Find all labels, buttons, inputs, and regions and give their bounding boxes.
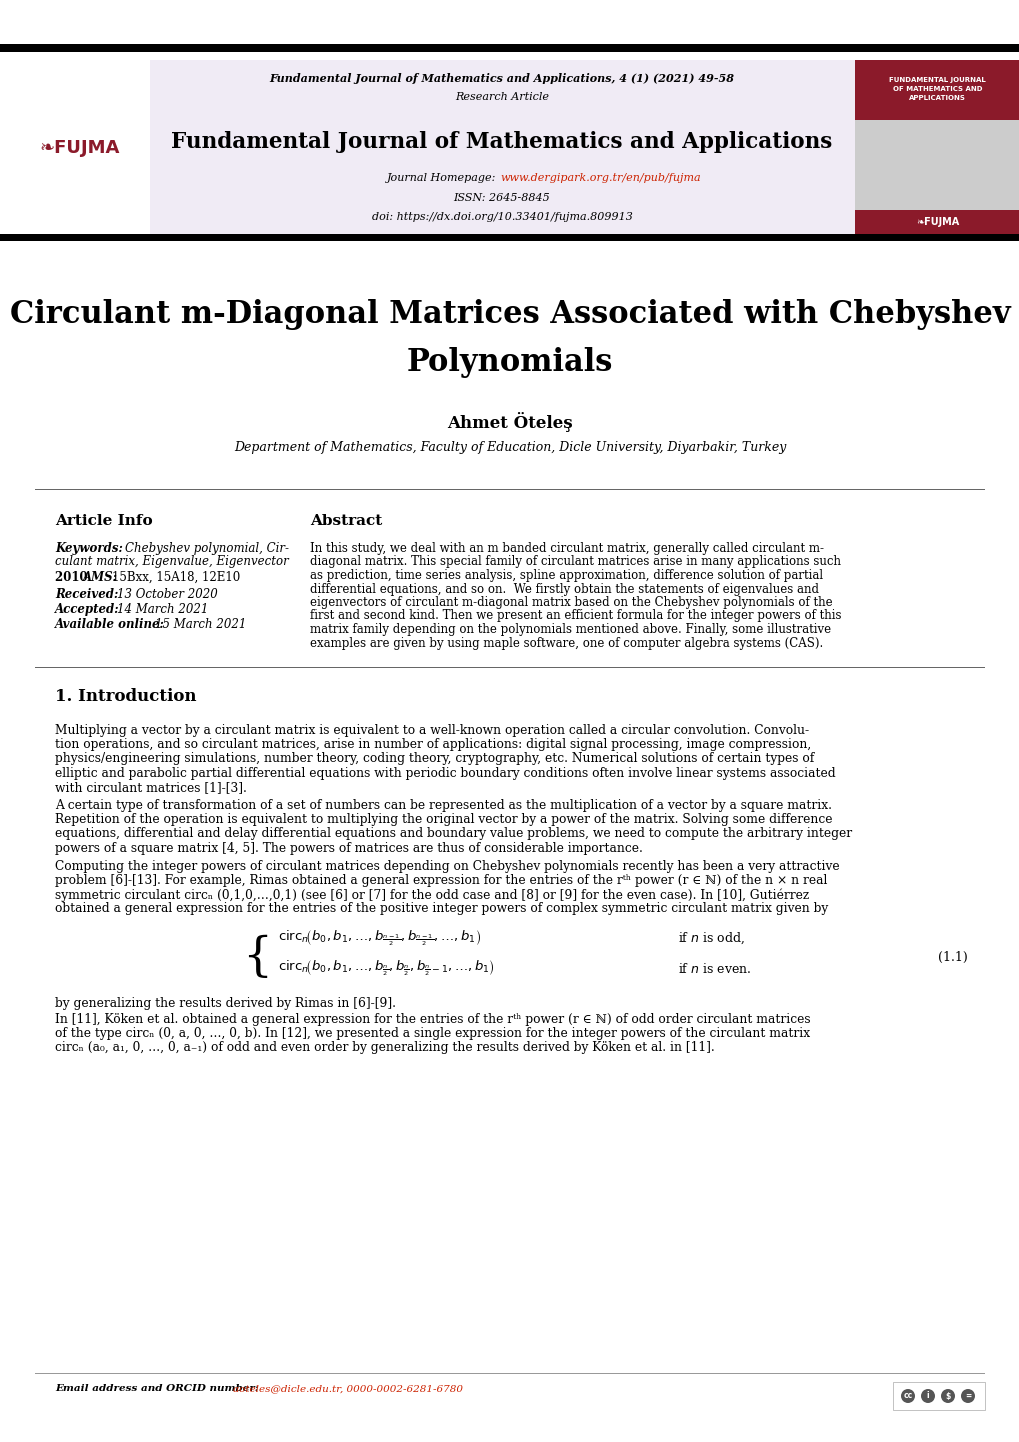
Text: Repetition of the operation is equivalent to multiplying the original vector by : Repetition of the operation is equivalen… bbox=[55, 813, 832, 826]
Text: if $n$ is even.: if $n$ is even. bbox=[678, 962, 751, 976]
Text: tion operations, and so circulant matrices, arise in number of applications: dig: tion operations, and so circulant matric… bbox=[55, 738, 810, 751]
Text: www.dergipark.org.tr/en/pub/fujma: www.dergipark.org.tr/en/pub/fujma bbox=[499, 173, 700, 183]
Circle shape bbox=[941, 1389, 954, 1403]
Text: powers of a square matrix [4, 5]. The powers of matrices are thus of considerabl: powers of a square matrix [4, 5]. The po… bbox=[55, 842, 642, 855]
Text: symmetric circulant circₙ (0,1,0,…,0,1) (see [6] or [7] for the odd case and [8]: symmetric circulant circₙ (0,1,0,…,0,1) … bbox=[55, 888, 808, 901]
Text: Circulant m-Diagonal Matrices Associated with Chebyshev: Circulant m-Diagonal Matrices Associated… bbox=[9, 300, 1010, 330]
Bar bbox=[35, 666, 984, 668]
Text: In this study, we deal with an m banded circulant matrix, generally called circu: In this study, we deal with an m banded … bbox=[310, 542, 823, 555]
Text: Multiplying a vector by a circulant matrix is equivalent to a well-known operati: Multiplying a vector by a circulant matr… bbox=[55, 724, 808, 737]
Text: examples are given by using maple software, one of computer algebra systems (CAS: examples are given by using maple softwa… bbox=[310, 636, 822, 649]
Bar bbox=[854, 61, 1019, 120]
Text: Polynomials: Polynomials bbox=[407, 348, 612, 378]
Text: by generalizing the results derived by Rimas in [6]-[9].: by generalizing the results derived by R… bbox=[55, 996, 395, 1009]
Text: Fundamental Journal of Mathematics and Applications: Fundamental Journal of Mathematics and A… bbox=[171, 131, 832, 153]
Text: circₙ (a₀, a₁, 0, …, 0, a₋₁) of odd and even order by generalizing the results d: circₙ (a₀, a₁, 0, …, 0, a₋₁) of odd and … bbox=[55, 1041, 714, 1054]
Text: physics/engineering simulations, number theory, coding theory, cryptography, etc: physics/engineering simulations, number … bbox=[55, 753, 813, 766]
Text: as prediction, time series analysis, spline approximation, difference solution o: as prediction, time series analysis, spl… bbox=[310, 570, 822, 583]
Text: Email address and ORCID number:: Email address and ORCID number: bbox=[55, 1384, 262, 1393]
Text: of the type circₙ (0, a, 0, …, 0, b). In [12], we presented a single expression : of the type circₙ (0, a, 0, …, 0, b). In… bbox=[55, 1027, 809, 1040]
Text: culant matrix, Eigenvalue, Eigenvector: culant matrix, Eigenvalue, Eigenvector bbox=[55, 555, 288, 568]
Text: i: i bbox=[926, 1392, 928, 1400]
Text: FUNDAMENTAL JOURNAL: FUNDAMENTAL JOURNAL bbox=[889, 76, 985, 84]
Text: doi: https://dx.doi.org/10.33401/fujma.809913: doi: https://dx.doi.org/10.33401/fujma.8… bbox=[371, 212, 632, 222]
Circle shape bbox=[960, 1389, 974, 1403]
Text: Ahmet Öteleş: Ahmet Öteleş bbox=[446, 412, 573, 433]
Text: diagonal matrix. This special family of circulant matrices arise in many applica: diagonal matrix. This special family of … bbox=[310, 555, 841, 568]
Text: 13 October 2020: 13 October 2020 bbox=[117, 587, 217, 600]
Text: matrix family depending on the polynomials mentioned above. Finally, some illust: matrix family depending on the polynomia… bbox=[310, 623, 830, 636]
Text: Research Article: Research Article bbox=[454, 92, 548, 102]
Bar bbox=[0, 234, 1019, 241]
Text: elliptic and parabolic partial differential equations with periodic boundary con: elliptic and parabolic partial different… bbox=[55, 767, 835, 780]
Text: $\mathrm{circ}_n\!\left(b_0,b_1,\ldots,b_{\frac{n}{2}},b_{\frac{n}{2}},b_{\frac{: $\mathrm{circ}_n\!\left(b_0,b_1,\ldots,b… bbox=[278, 959, 494, 978]
Text: In [11], Köken et al. obtained a general expression for the entries of the rᵗʰ p: In [11], Köken et al. obtained a general… bbox=[55, 1012, 810, 1025]
Text: ❧FUJMA: ❧FUJMA bbox=[40, 138, 120, 157]
Text: APPLICATIONS: APPLICATIONS bbox=[908, 95, 965, 101]
Text: differential equations, and so on.  We firstly obtain the statements of eigenval: differential equations, and so on. We fi… bbox=[310, 583, 818, 596]
Text: Available online:: Available online: bbox=[55, 619, 169, 632]
Text: ❧FUJMA: ❧FUJMA bbox=[915, 216, 958, 226]
Text: obtained a general expression for the entries of the positive integer powers of : obtained a general expression for the en… bbox=[55, 903, 827, 916]
Text: 15 March 2021: 15 March 2021 bbox=[155, 619, 247, 632]
Text: A certain type of transformation of a set of numbers can be represented as the m: A certain type of transformation of a se… bbox=[55, 799, 832, 812]
Text: aoteles@dicle.edu.tr, 0000-0002-6281-6780: aoteles@dicle.edu.tr, 0000-0002-6281-678… bbox=[232, 1384, 463, 1393]
Text: with circulant matrices [1]-[3].: with circulant matrices [1]-[3]. bbox=[55, 780, 247, 793]
Text: $: $ bbox=[945, 1392, 950, 1400]
Bar bbox=[35, 489, 984, 490]
Text: eigenvectors of circulant m-diagonal matrix based on the Chebyshev polynomials o: eigenvectors of circulant m-diagonal mat… bbox=[310, 596, 832, 609]
Text: Abstract: Abstract bbox=[310, 513, 382, 528]
Text: ISSN: 2645-8845: ISSN: 2645-8845 bbox=[453, 193, 550, 203]
Text: AMS:: AMS: bbox=[83, 571, 118, 584]
Circle shape bbox=[920, 1389, 934, 1403]
Text: Computing the integer powers of circulant matrices depending on Chebyshev polyno: Computing the integer powers of circulan… bbox=[55, 859, 839, 872]
Text: Department of Mathematics, Faculty of Education, Dicle University, Diyarbakir, T: Department of Mathematics, Faculty of Ed… bbox=[233, 441, 786, 454]
Text: Article Info: Article Info bbox=[55, 513, 153, 528]
Text: 14 March 2021: 14 March 2021 bbox=[117, 603, 208, 616]
Text: 15Bxx, 15A18, 12E10: 15Bxx, 15A18, 12E10 bbox=[112, 571, 240, 584]
Text: $\mathrm{circ}_n\!\left(b_0,b_1,\ldots,b_{\frac{n-1}{2}},b_{\frac{n-1}{2}},\ldot: $\mathrm{circ}_n\!\left(b_0,b_1,\ldots,b… bbox=[278, 929, 481, 949]
Text: 2010: 2010 bbox=[55, 571, 92, 584]
Text: =: = bbox=[964, 1392, 970, 1400]
Text: Received:: Received: bbox=[55, 587, 122, 600]
Bar bbox=[0, 45, 1019, 52]
Bar bbox=[854, 211, 1019, 235]
Text: (1.1): (1.1) bbox=[937, 952, 967, 965]
Text: Journal Homepage:: Journal Homepage: bbox=[387, 173, 499, 183]
Text: {: { bbox=[242, 934, 272, 981]
Text: Keywords:: Keywords: bbox=[55, 542, 127, 555]
Bar bbox=[854, 120, 1019, 211]
Bar bbox=[892, 1381, 984, 1410]
Text: cc: cc bbox=[903, 1392, 912, 1400]
Text: if $n$ is odd,: if $n$ is odd, bbox=[678, 932, 744, 946]
Text: Chebyshev polynomial, Cir-: Chebyshev polynomial, Cir- bbox=[125, 542, 288, 555]
Text: Fundamental Journal of Mathematics and Applications, 4 (1) (2021) 49-58: Fundamental Journal of Mathematics and A… bbox=[269, 72, 734, 84]
Circle shape bbox=[900, 1389, 914, 1403]
Text: problem [6]-[13]. For example, Rimas obtained a general expression for the entri: problem [6]-[13]. For example, Rimas obt… bbox=[55, 874, 826, 887]
Text: Accepted:: Accepted: bbox=[55, 603, 123, 616]
Bar bbox=[150, 61, 1014, 235]
Text: first and second kind. Then we present an efficient formula for the integer powe: first and second kind. Then we present a… bbox=[310, 610, 841, 623]
Text: 1. Introduction: 1. Introduction bbox=[55, 688, 197, 705]
Text: equations, differential and delay differential equations and boundary value prob: equations, differential and delay differ… bbox=[55, 828, 851, 841]
Text: OF MATHEMATICS AND: OF MATHEMATICS AND bbox=[892, 87, 981, 92]
